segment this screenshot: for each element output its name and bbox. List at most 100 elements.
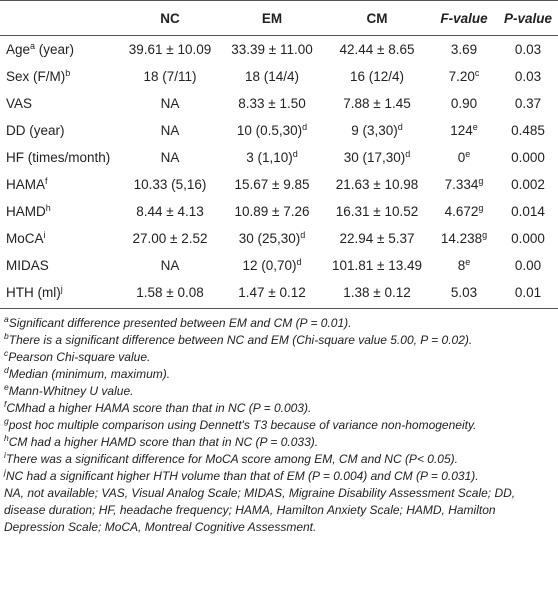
footnote-mark: i [4, 450, 6, 460]
cell-footnote-mark: d [292, 149, 298, 159]
table-cell: 3 (1,10)d [220, 144, 324, 171]
table-cell: 0.002 [498, 171, 558, 198]
cell-value: 18 (7/11) [143, 69, 197, 84]
footnote-text: NC had a significant higher HTH volume t… [5, 469, 479, 483]
footnote-text: Median (minimum, maximum). [8, 367, 171, 381]
table-cell: 101.81 ± 13.49 [324, 252, 430, 279]
row-label-text: HF (times/month) [6, 150, 111, 165]
row-label: VAS [0, 90, 120, 117]
table-cell: 7.20c [430, 63, 498, 90]
row-label-footnote-mark: j [60, 284, 63, 294]
table-cell: 1.47 ± 0.12 [220, 279, 324, 309]
footnote-mark: a [4, 314, 9, 324]
table-row: HF (times/month) NA 3 (1,10)d 30 (17,30)d 0e… [0, 144, 558, 171]
footnote: hCM had a higher HAMD score than that in… [4, 434, 558, 451]
table-cell: NA [120, 117, 220, 144]
cell-value: 10.89 ± 7.26 [234, 204, 310, 219]
table-cell: 0.37 [498, 90, 558, 117]
table-cell: NA [120, 90, 220, 117]
footnote-mark: c [4, 348, 9, 358]
row-label-footnote-mark: a [30, 41, 36, 51]
footnote-mark: h [4, 433, 9, 443]
footnote-mark: j [4, 467, 6, 477]
cell-value: 14.238 [440, 231, 483, 246]
table-cell: 8.44 ± 4.13 [120, 198, 220, 225]
table-cell: 7.334g [430, 171, 498, 198]
cell-value: 0.01 [514, 285, 542, 300]
table-cell: 3.69 [430, 36, 498, 64]
header-cell-blank [0, 0, 120, 36]
table-footnotes: aSignificant difference presented betwee… [0, 309, 558, 536]
table-cell: 10.33 (5,16) [120, 171, 220, 198]
cell-value: NA [160, 258, 180, 273]
table-cell: 0.485 [498, 117, 558, 144]
cell-value: 0.03 [514, 42, 542, 57]
header-cell-em: EM [220, 0, 324, 36]
cell-value: 8 [457, 258, 466, 273]
footnote-text: Significant difference presented between… [8, 316, 352, 330]
table-cell: 22.94 ± 5.37 [324, 225, 430, 252]
table-cell: 30 (25,30)d [220, 225, 324, 252]
cell-value: 0.000 [511, 231, 545, 246]
cell-footnote-mark: d [300, 230, 306, 240]
footnote-mark: f [4, 399, 7, 409]
table-cell: 42.44 ± 8.65 [324, 36, 430, 64]
cell-value: 1.58 ± 0.08 [136, 285, 204, 300]
footnote: fCMhad a higher HAMA score than that in … [4, 400, 558, 417]
row-label-footnote-mark: h [45, 203, 51, 213]
footnote: dMedian (minimum, maximum). [4, 366, 558, 383]
footnote: aSignificant difference presented betwee… [4, 315, 558, 332]
footnote: eMann-Whitney U value. [4, 383, 558, 400]
row-label-text: HAMA [6, 177, 46, 192]
row-label-text: HTH (ml) [6, 285, 61, 300]
table-cell: 1.58 ± 0.08 [120, 279, 220, 309]
cell-value: 30 (25,30) [238, 231, 301, 246]
cell-value: 15.67 ± 9.85 [234, 177, 310, 192]
cell-value: NA [160, 150, 180, 165]
table-row: Agea (year) 39.61 ± 10.09 33.39 ± 11.00 42.… [0, 36, 558, 64]
footnote: gpost hoc multiple comparison using Denn… [4, 417, 558, 434]
cell-footnote-mark: d [302, 122, 308, 132]
cell-footnote-mark: d [397, 122, 403, 132]
table-row: Sex (F/M)b 18 (7/11) 18 (14/4) 16 (12/4) 7.2… [0, 63, 558, 90]
cell-value: 1.47 ± 0.12 [238, 285, 306, 300]
table-row: HTH (ml)j 1.58 ± 0.08 1.47 ± 0.12 1.38 ± 0.… [0, 279, 558, 309]
cell-value: 10 (0.5,30) [236, 123, 303, 138]
table-header-row: NC EM CM F-value P-value [0, 0, 558, 36]
cell-value: 33.39 ± 11.00 [231, 42, 313, 57]
table-cell: 0e [430, 144, 498, 171]
cell-value: 8.44 ± 4.13 [136, 204, 204, 219]
footnote: jNC had a significant higher HTH volume … [4, 468, 558, 485]
cell-value: 124 [450, 123, 473, 138]
table-row: MIDAS NA 12 (0,70)d 101.81 ± 13.49 8e 0.00 [0, 252, 558, 279]
cell-value: 7.20 [448, 69, 475, 84]
table-cell: 8.33 ± 1.50 [220, 90, 324, 117]
cell-value: 22.94 ± 5.37 [339, 231, 415, 246]
cell-value: 3.69 [450, 42, 478, 57]
footnote-mark: g [4, 416, 9, 426]
footnote-mark: b [4, 331, 9, 341]
cell-value: 7.88 ± 1.45 [343, 96, 411, 111]
cell-value: 5.03 [450, 285, 478, 300]
row-label-text: MoCA [6, 231, 44, 246]
table-cell: 14.238g [430, 225, 498, 252]
cell-footnote-mark: e [465, 257, 471, 267]
table-cell: 0.014 [498, 198, 558, 225]
table-cell: 0.00 [498, 252, 558, 279]
cell-value: 42.44 ± 8.65 [339, 42, 415, 57]
demographics-table: NC EM CM F-value P-value Agea (year) 39.6… [0, 0, 558, 309]
table-cell: 16.31 ± 10.52 [324, 198, 430, 225]
footnote-text: Pearson Chi-square value. [8, 350, 151, 364]
footnote-text: There is a significant difference betwee… [8, 333, 473, 347]
footnote: cPearson Chi-square value. [4, 349, 558, 366]
row-label-footnote-mark: b [65, 68, 71, 78]
row-label: Agea (year) [0, 36, 120, 64]
header-cell-cm: CM [324, 0, 430, 36]
cell-value: 16 (12/4) [349, 69, 405, 84]
cell-value: NA [160, 123, 180, 138]
cell-value: 0.00 [514, 258, 542, 273]
footnote-mark: d [4, 365, 9, 375]
cell-value: 12 (0,70) [242, 258, 297, 273]
footnote-text: post hoc multiple comparison using Denne… [8, 418, 477, 432]
